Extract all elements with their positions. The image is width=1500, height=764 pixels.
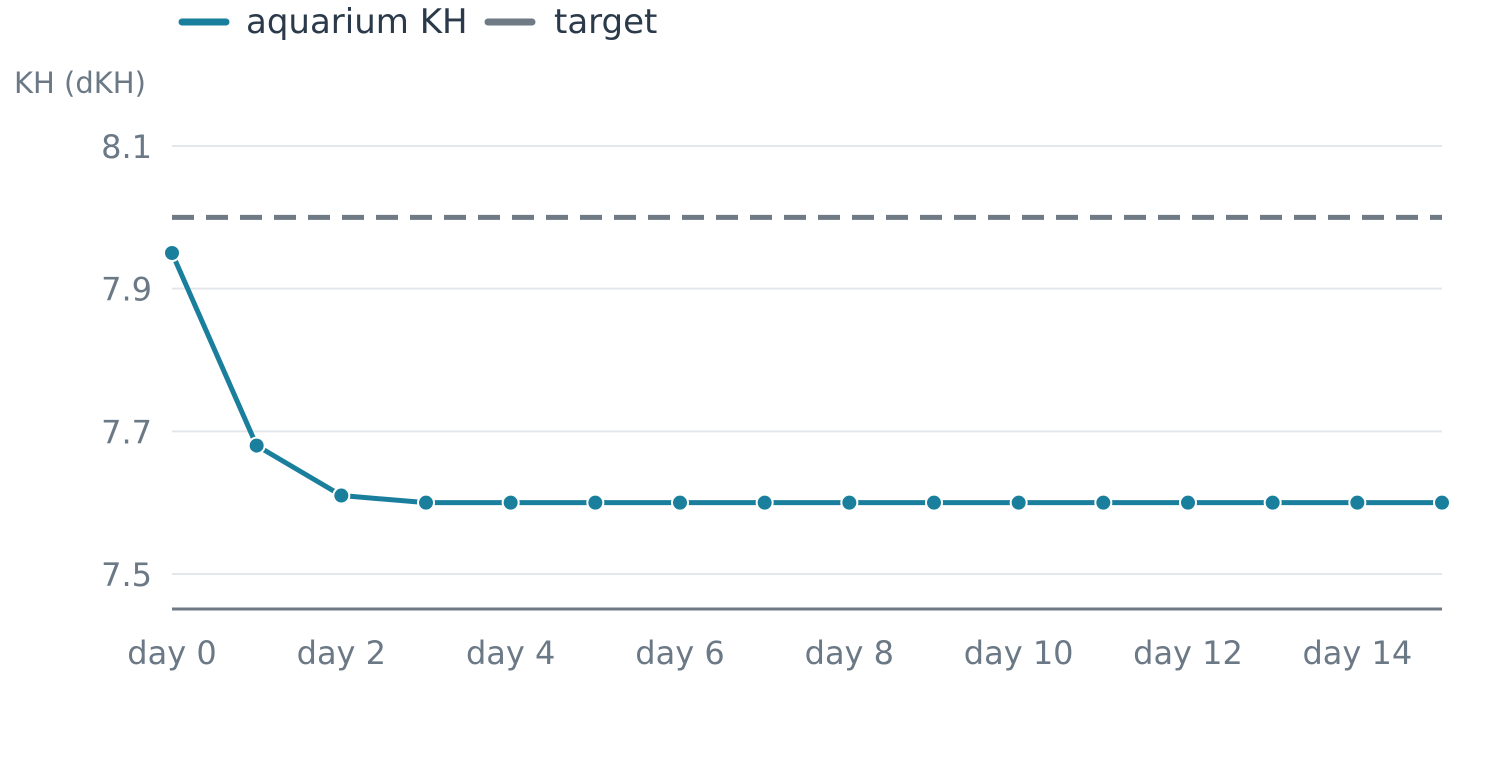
y-tick-label: 7.9: [101, 271, 152, 309]
data-point-aquarium-kh: [840, 493, 859, 512]
data-point-aquarium-kh: [1179, 493, 1197, 512]
y-tick-label: 8.1: [101, 128, 152, 166]
gridlines: [172, 145, 1442, 575]
data-point-aquarium-kh: [1009, 493, 1028, 512]
legend-label-aquarium-kh: aquarium KH: [246, 2, 468, 42]
x-tick-labels: day 0 day 2 day 4 day 6 day 8 day 10 day 12 day…: [127, 634, 1412, 672]
x-tick-label: day 14: [1302, 634, 1412, 672]
y-tick-labels: 7.5 7.7 7.9 8.1: [101, 128, 152, 594]
x-tick-label: day 12: [1133, 634, 1243, 672]
x-tick-label: day 4: [466, 634, 555, 672]
x-tick-label: day 10: [964, 634, 1074, 672]
x-tick-label: day 6: [635, 634, 724, 672]
data-point-aquarium-kh: [1094, 493, 1113, 512]
data-point-aquarium-kh: [1433, 493, 1451, 512]
legend-label-target: target: [554, 2, 657, 42]
data-point-aquarium-kh: [586, 493, 605, 512]
y-axis-title: KH (dKH): [14, 66, 146, 100]
data-point-aquarium-kh: [332, 486, 351, 505]
data-point-aquarium-kh: [247, 436, 266, 455]
data-point-aquarium-kh: [417, 493, 435, 512]
data-point-aquarium-kh: [1348, 493, 1367, 512]
y-tick-label: 7.7: [101, 413, 152, 451]
series-line-aquarium-kh: [169, 251, 1442, 506]
x-tick-label: day 0: [127, 634, 216, 672]
y-tick-label: 7.5: [101, 556, 152, 594]
series-layer: [163, 214, 1451, 512]
legend: aquarium KH target: [178, 2, 657, 42]
x-tick-label: day 8: [805, 634, 894, 672]
data-point-aquarium-kh: [163, 244, 181, 262]
x-tick-label: day 2: [297, 634, 386, 672]
data-point-aquarium-kh: [1263, 493, 1282, 512]
data-point-aquarium-kh: [671, 493, 689, 512]
data-point-aquarium-kh: [925, 493, 943, 512]
data-point-aquarium-kh: [755, 493, 774, 512]
data-point-aquarium-kh: [501, 493, 520, 512]
